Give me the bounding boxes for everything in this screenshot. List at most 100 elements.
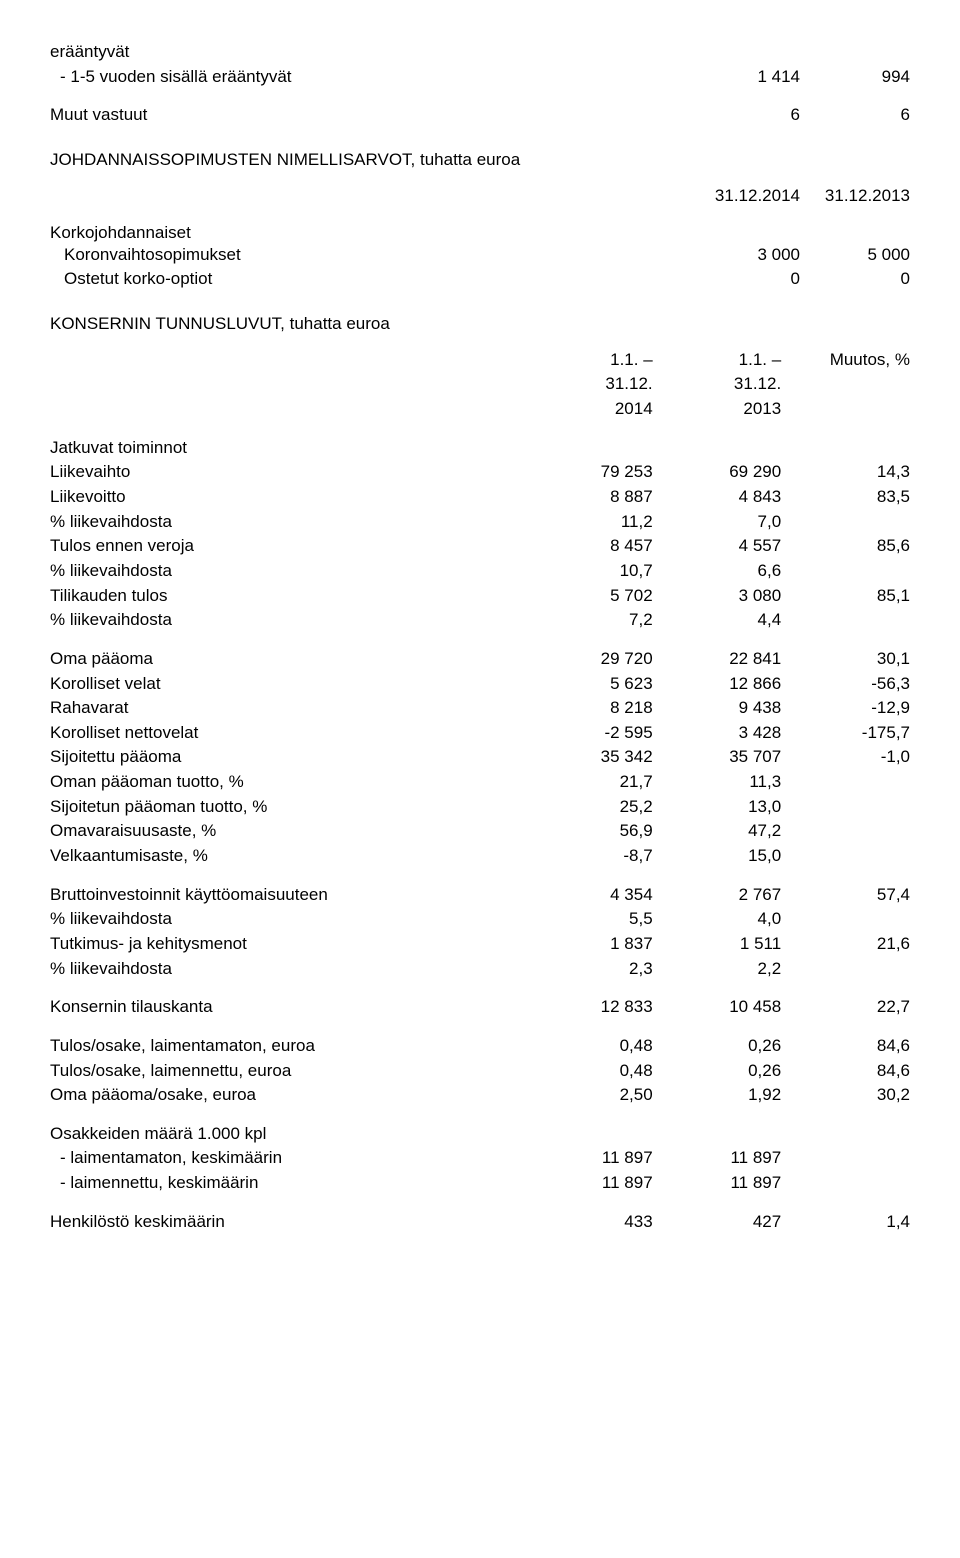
- table-row: Tutkimus- ja kehitysmenot1 8371 51121,6: [50, 932, 910, 957]
- sub-v1: 1 414: [690, 65, 800, 90]
- row-label: Konsernin tilauskanta: [50, 995, 524, 1020]
- row-val-b: 1 511: [653, 932, 782, 957]
- row-val-a: 2,3: [524, 957, 653, 982]
- row-val-a: 56,9: [524, 819, 653, 844]
- row-val-c: -12,9: [781, 696, 910, 721]
- jatkuvat-label: Jatkuvat toiminnot: [50, 436, 524, 461]
- row-val-b: 11 897: [653, 1146, 782, 1171]
- row-val-c: 21,6: [781, 932, 910, 957]
- s1-r2-label: Ostetut korko-optiot: [50, 267, 212, 292]
- row-val-c: [781, 819, 910, 844]
- table-row: % liikevaihdosta11,27,0: [50, 510, 910, 535]
- row-val-c: 84,6: [781, 1059, 910, 1084]
- row-label: Tulos/osake, laimennettu, euroa: [50, 1059, 524, 1084]
- row-val-a: 433: [524, 1210, 653, 1235]
- row-label: Korolliset velat: [50, 672, 524, 697]
- table-row: Oman pääoman tuotto, %21,711,3: [50, 770, 910, 795]
- muut-v1: 6: [690, 103, 800, 128]
- row-label: Tulos ennen veroja: [50, 534, 524, 559]
- row-val-b: 3 428: [653, 721, 782, 746]
- table-row: Liikevoitto8 8874 84383,5: [50, 485, 910, 510]
- row-val-b: 4 843: [653, 485, 782, 510]
- row-label: Oma pääoma: [50, 647, 524, 672]
- row-val-c: 22,7: [781, 995, 910, 1020]
- row-val-c: [781, 1171, 910, 1196]
- row-label: % liikevaihdosta: [50, 559, 524, 584]
- row-val-c: 84,6: [781, 1034, 910, 1059]
- row-val-b: 4 557: [653, 534, 782, 559]
- row-val-c: 14,3: [781, 460, 910, 485]
- table-row: Sijoitetun pääoman tuotto, %25,213,0: [50, 795, 910, 820]
- h-c1c: 2014: [615, 399, 653, 418]
- row-val-b: 7,0: [653, 510, 782, 535]
- row-val-a: 8 887: [524, 485, 653, 510]
- row-label: - laimennettu, keskimäärin: [50, 1171, 524, 1196]
- table-row: Tulos/osake, laimennettu, euroa0,480,268…: [50, 1059, 910, 1084]
- row-val-b: 2 767: [653, 883, 782, 908]
- row-label: - laimentamaton, keskimäärin: [50, 1146, 524, 1171]
- row-val-b: 11,3: [653, 770, 782, 795]
- row-val-c: -175,7: [781, 721, 910, 746]
- table-row: Tilikauden tulos5 7023 08085,1: [50, 584, 910, 609]
- row-label: Liikevaihto: [50, 460, 524, 485]
- table-row: Oma pääoma/osake, euroa2,501,9230,2: [50, 1083, 910, 1108]
- osakkeet-title: Osakkeiden määrä 1.000 kpl: [50, 1122, 524, 1147]
- h-c3: Muutos, %: [830, 350, 910, 369]
- row-val-a: 12 833: [524, 995, 653, 1020]
- section2-title: KONSERNIN TUNNUSLUVUT, tuhatta euroa: [50, 314, 910, 334]
- row-val-c: 30,2: [781, 1083, 910, 1108]
- row-val-c: [781, 844, 910, 869]
- row-label: Tilikauden tulos: [50, 584, 524, 609]
- table-row: Oma pääoma29 72022 84130,1: [50, 647, 910, 672]
- table-row: Omavaraisuusaste, %56,947,2: [50, 819, 910, 844]
- row-val-a: 21,7: [524, 770, 653, 795]
- row-val-a: 25,2: [524, 795, 653, 820]
- row-label: Sijoitettu pääoma: [50, 745, 524, 770]
- tunnusluvut-table: 1.1. – 31.12. 2014 1.1. – 31.12. 2013 Mu…: [50, 348, 910, 1235]
- table-header-row: 1.1. – 31.12. 2014 1.1. – 31.12. 2013 Mu…: [50, 348, 910, 422]
- top-block: erääntyvät - 1-5 vuoden sisällä erääntyv…: [50, 40, 910, 128]
- row-val-b: 3 080: [653, 584, 782, 609]
- row-val-b: 15,0: [653, 844, 782, 869]
- row-val-a: 8 457: [524, 534, 653, 559]
- table-row: Tulos/osake, laimentamaton, euroa0,480,2…: [50, 1034, 910, 1059]
- row-val-c: 57,4: [781, 883, 910, 908]
- table-row: Henkilöstö keskimäärin4334271,4: [50, 1210, 910, 1235]
- h-c2c: 2013: [743, 399, 781, 418]
- row-label: Oman pääoman tuotto, %: [50, 770, 524, 795]
- sub-label: - 1-5 vuoden sisällä erääntyvät: [50, 65, 292, 90]
- row-val-c: [781, 770, 910, 795]
- table-row: Sijoitettu pääoma35 34235 707-1,0: [50, 745, 910, 770]
- row-label: Tulos/osake, laimentamaton, euroa: [50, 1034, 524, 1059]
- row-val-c: 85,6: [781, 534, 910, 559]
- row-val-b: 11 897: [653, 1171, 782, 1196]
- muut-v2: 6: [800, 103, 910, 128]
- table-row: Bruttoinvestoinnit käyttöomaisuuteen4 35…: [50, 883, 910, 908]
- row-label: Tutkimus- ja kehitysmenot: [50, 932, 524, 957]
- s1-r1-v2: 5 000: [800, 243, 910, 268]
- table-row: % liikevaihdosta10,76,6: [50, 559, 910, 584]
- sub-v2: 994: [800, 65, 910, 90]
- row-val-c: [781, 795, 910, 820]
- row-val-a: 1 837: [524, 932, 653, 957]
- row-label: Bruttoinvestoinnit käyttöomaisuuteen: [50, 883, 524, 908]
- section1-title: JOHDANNAISSOPIMUSTEN NIMELLISARVOT, tuha…: [50, 150, 910, 170]
- row-val-a: 5 702: [524, 584, 653, 609]
- row-val-a: 79 253: [524, 460, 653, 485]
- row-val-c: -56,3: [781, 672, 910, 697]
- row-val-b: 2,2: [653, 957, 782, 982]
- row-val-a: 7,2: [524, 608, 653, 633]
- table-row: Liikevaihto79 25369 29014,3: [50, 460, 910, 485]
- row-val-c: 1,4: [781, 1210, 910, 1235]
- table-row: - laimennettu, keskimäärin11 89711 897: [50, 1171, 910, 1196]
- row-val-b: 9 438: [653, 696, 782, 721]
- row-label: Sijoitetun pääoman tuotto, %: [50, 795, 524, 820]
- row-label: Korolliset nettovelat: [50, 721, 524, 746]
- table-row: Konsernin tilauskanta12 83310 45822,7: [50, 995, 910, 1020]
- row-val-b: 69 290: [653, 460, 782, 485]
- row-label: % liikevaihdosta: [50, 510, 524, 535]
- row-label: Velkaantumisaste, %: [50, 844, 524, 869]
- row-val-c: 30,1: [781, 647, 910, 672]
- row-val-a: 5 623: [524, 672, 653, 697]
- row-val-b: 4,4: [653, 608, 782, 633]
